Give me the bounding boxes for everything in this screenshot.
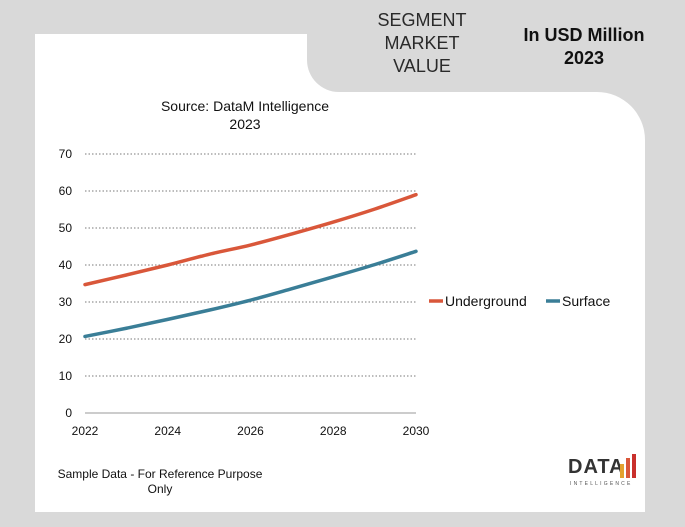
x-tick-label: 2028: [320, 424, 347, 438]
source-caption: Source: DataM Intelligence 2023: [160, 98, 330, 132]
datam-logo: DATA INTELLIGENCE: [568, 452, 644, 492]
x-axis-ticks: 2022 2024 2026 2028 2030: [72, 424, 430, 438]
x-tick-label: 2022: [72, 424, 99, 438]
x-tick-label: 2024: [154, 424, 181, 438]
x-tick-label: 2030: [403, 424, 430, 438]
y-axis-ticks: 0 10 20 30 40 50 60 70: [59, 147, 73, 420]
y-tick-label: 30: [59, 295, 73, 309]
gridlines: [85, 153, 416, 414]
y-tick-label: 20: [59, 332, 73, 346]
legend: Underground Surface: [429, 293, 610, 309]
legend-label-surface: Surface: [562, 293, 610, 309]
footnote: Sample Data - For Reference Purpose Only: [57, 467, 263, 496]
logo-subtext: INTELLIGENCE: [570, 481, 633, 487]
series-line-underground: [83, 192, 418, 287]
y-tick-label: 60: [59, 184, 73, 198]
y-tick-label: 10: [59, 369, 73, 383]
y-tick-label: 40: [59, 258, 73, 272]
unit-title: In USD Million 2023: [523, 25, 645, 68]
y-tick-label: 0: [65, 406, 72, 420]
y-tick-label: 70: [59, 147, 73, 161]
series-line-surface: [83, 249, 418, 339]
y-tick-label: 50: [59, 221, 73, 235]
x-tick-label: 2026: [237, 424, 264, 438]
logo-text: DATA: [568, 456, 625, 478]
segment-market-value-title: SEGMENT MARKET VALUE: [377, 10, 467, 76]
series-lines: [83, 192, 418, 339]
logo-bars-icon: [620, 454, 636, 478]
legend-label-underground: Underground: [445, 293, 527, 309]
